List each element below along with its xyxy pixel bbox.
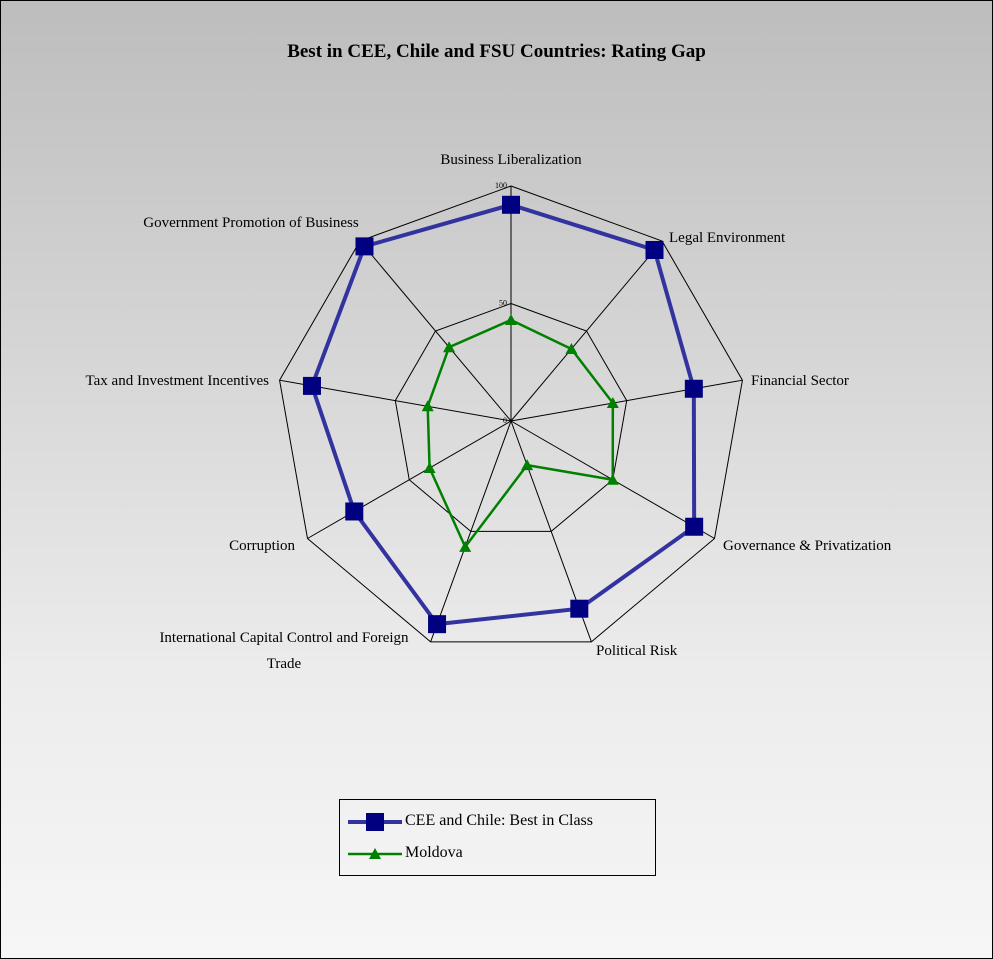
marker bbox=[565, 342, 578, 354]
marker bbox=[421, 400, 434, 412]
category-label: Tax and Investment Incentives bbox=[85, 373, 269, 389]
category-label: Government Promotion of Business bbox=[143, 215, 359, 231]
category-label: Business Liberalization bbox=[440, 152, 582, 168]
marker bbox=[505, 313, 517, 325]
legend-label: Moldova bbox=[405, 844, 463, 861]
marker bbox=[369, 848, 381, 859]
marker bbox=[645, 240, 664, 259]
axis-spoke bbox=[430, 420, 512, 642]
marker bbox=[443, 341, 456, 353]
tick-label: 50 bbox=[499, 299, 507, 308]
chart-title: Best in CEE, Chile and FSU Countries: Ra… bbox=[287, 41, 706, 62]
axis-spoke bbox=[510, 379, 743, 422]
category-label: International Capital Control and Foreig… bbox=[159, 630, 409, 672]
marker bbox=[459, 540, 472, 552]
tick-label: 0 bbox=[503, 416, 507, 425]
marker bbox=[366, 813, 384, 831]
marker bbox=[502, 195, 520, 214]
axis-spoke bbox=[359, 240, 512, 422]
marker bbox=[423, 462, 436, 473]
legend: CEE and Chile: Best in Class Moldova bbox=[339, 799, 656, 876]
series-line bbox=[309, 202, 697, 627]
marker bbox=[685, 517, 704, 536]
tick-label: 100 bbox=[495, 181, 507, 190]
category-label: Financial Sector bbox=[751, 373, 849, 389]
marker bbox=[428, 615, 447, 634]
marker bbox=[606, 397, 619, 409]
marker bbox=[606, 473, 619, 485]
series-line bbox=[426, 318, 615, 550]
marker bbox=[302, 376, 321, 395]
legend-label: CEE and Chile: Best in Class bbox=[405, 812, 593, 829]
legend-swatch bbox=[348, 813, 402, 831]
category-label: Corruption bbox=[229, 538, 295, 554]
marker bbox=[355, 237, 374, 256]
grid-ring bbox=[279, 185, 743, 643]
axis-spoke bbox=[510, 240, 663, 422]
marker bbox=[345, 502, 364, 521]
marker bbox=[521, 459, 534, 471]
legend-swatch bbox=[348, 848, 402, 859]
axis-spoke bbox=[307, 420, 512, 539]
marker bbox=[570, 599, 589, 618]
category-label: Political Risk bbox=[596, 643, 678, 659]
category-label: Legal Environment bbox=[669, 230, 786, 246]
category-label: Governance & Privatization bbox=[723, 538, 892, 554]
marker bbox=[684, 379, 703, 398]
grid-ring bbox=[394, 302, 628, 532]
